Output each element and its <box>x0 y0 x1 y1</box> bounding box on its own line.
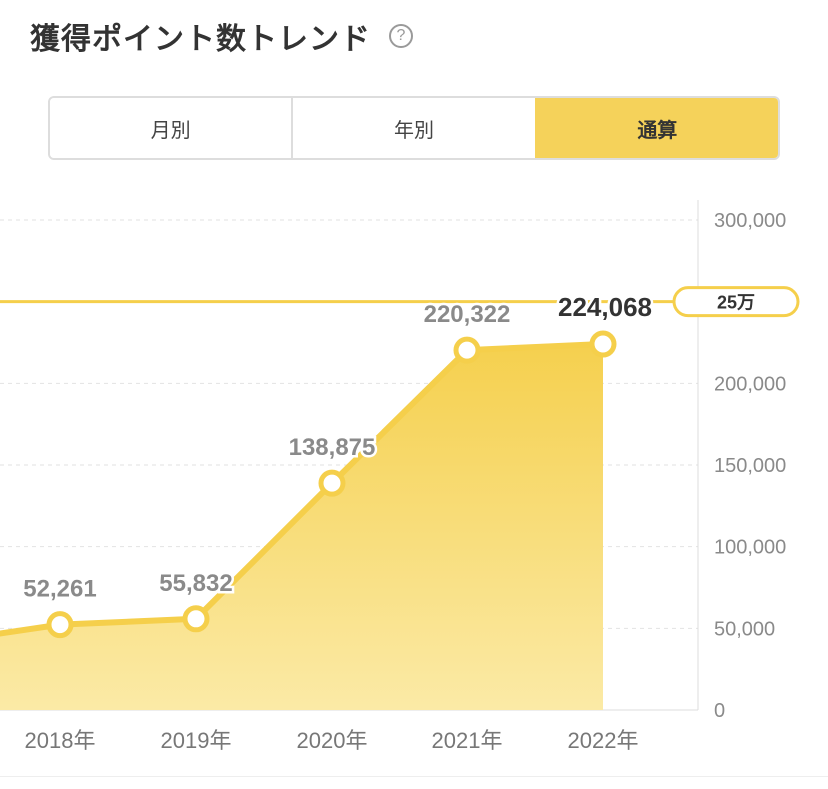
data-label: 138,875 <box>289 434 376 461</box>
x-tick-label: 2022年 <box>568 728 639 753</box>
tab-cumulative[interactable]: 通算 <box>534 98 778 158</box>
bottom-divider <box>0 776 828 777</box>
x-tick-label: 2019年 <box>161 728 232 753</box>
y-tick-label: 50,000 <box>714 618 775 640</box>
data-label: 52,261 <box>23 576 96 603</box>
data-label: 220,322 <box>424 301 511 328</box>
target-badge <box>672 286 800 318</box>
question-circle-icon[interactable]: ? <box>389 24 413 48</box>
points-trend-chart: 25万 52,261 55,832 138,875 220,322 224,068 0 5… <box>0 200 800 753</box>
data-label: 55,832 <box>159 570 232 597</box>
data-label: 224,068 <box>558 292 652 322</box>
data-point <box>182 605 210 633</box>
period-tabs: 月別 年別 通算 <box>48 96 780 160</box>
data-point <box>318 469 346 497</box>
tab-yearly[interactable]: 年別 <box>291 98 535 158</box>
data-point <box>589 330 617 358</box>
title-row: 獲得ポイント数トレンド ? <box>30 14 413 58</box>
y-tick-label: 300,000 <box>714 210 786 232</box>
x-tick-label: 2020年 <box>297 728 368 753</box>
series-line <box>0 341 606 637</box>
page-title: 獲得ポイント数トレンド <box>30 22 371 57</box>
area-fill <box>0 344 603 710</box>
y-tick-label: 200,000 <box>714 373 786 395</box>
data-point <box>453 336 481 364</box>
data-point <box>46 611 74 639</box>
target-label: 25万 <box>717 293 755 313</box>
y-tick-label: 0 <box>714 700 725 722</box>
x-tick-label: 2018年 <box>25 728 96 753</box>
x-tick-label: 2021年 <box>432 728 503 753</box>
y-tick-label: 100,000 <box>714 537 786 559</box>
y-tick-label: 150,000 <box>714 455 786 477</box>
tab-monthly[interactable]: 月別 <box>50 98 292 158</box>
